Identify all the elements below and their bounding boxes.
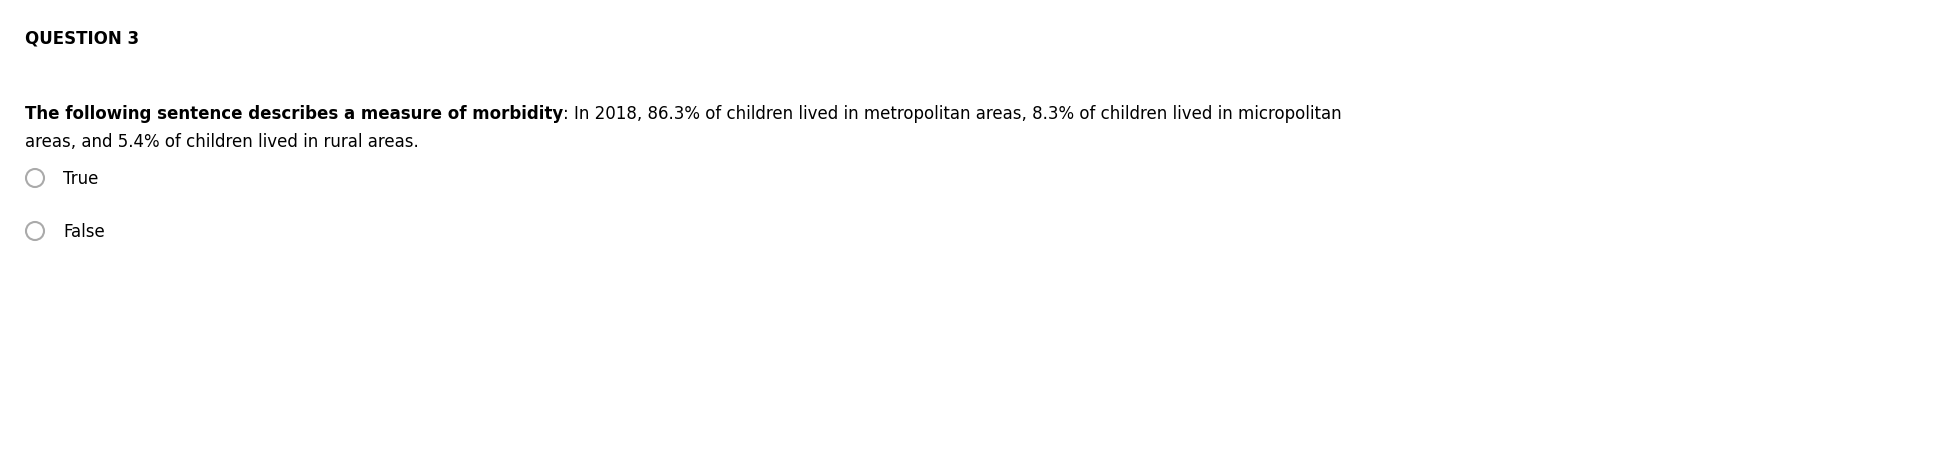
Text: areas, and 5.4% of children lived in rural areas.: areas, and 5.4% of children lived in rur… bbox=[25, 133, 418, 151]
Text: False: False bbox=[62, 222, 105, 241]
Text: : In 2018, 86.3% of children lived in metropolitan areas, 8.3% of children lived: : In 2018, 86.3% of children lived in me… bbox=[562, 105, 1343, 123]
Text: QUESTION 3: QUESTION 3 bbox=[25, 30, 138, 48]
Text: True: True bbox=[62, 170, 99, 187]
Text: The following sentence describes a measure of morbidity: The following sentence describes a measu… bbox=[25, 105, 562, 123]
